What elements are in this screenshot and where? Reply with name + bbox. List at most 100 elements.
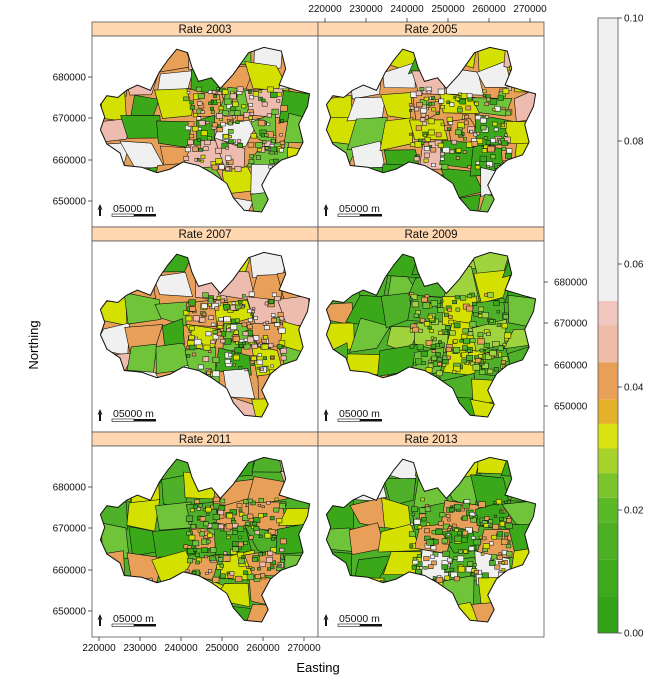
ward	[247, 498, 253, 503]
ward	[461, 515, 468, 521]
ward	[487, 146, 495, 153]
ward	[197, 529, 201, 533]
ward	[428, 129, 435, 136]
ward	[276, 92, 282, 97]
ward	[496, 555, 503, 560]
ward	[466, 93, 473, 99]
ward	[223, 551, 228, 555]
ward	[458, 549, 463, 554]
ward	[449, 567, 455, 572]
ward	[424, 506, 431, 512]
ward	[237, 300, 243, 304]
ward	[257, 120, 266, 127]
ward	[477, 332, 484, 337]
ward	[241, 104, 247, 109]
ward	[469, 338, 476, 343]
ward	[468, 328, 473, 332]
ward	[252, 307, 256, 311]
ward	[212, 513, 221, 521]
ward	[409, 544, 414, 548]
ward	[225, 523, 233, 530]
ward	[205, 507, 212, 513]
ward	[482, 89, 487, 94]
ward	[196, 158, 201, 162]
ward	[472, 364, 480, 371]
ward	[453, 576, 460, 582]
ward	[452, 370, 457, 374]
district	[349, 317, 391, 353]
ward	[497, 345, 504, 351]
ward	[463, 338, 470, 345]
ward	[188, 299, 196, 306]
ward	[247, 324, 253, 330]
ward	[186, 91, 191, 95]
y-tick-label: 650000	[53, 197, 87, 208]
ward	[270, 364, 274, 368]
ward	[479, 155, 487, 162]
ward	[413, 156, 420, 162]
ward	[202, 312, 207, 317]
ward	[257, 503, 262, 507]
ward	[475, 358, 482, 363]
ward	[227, 129, 234, 134]
ward	[505, 543, 512, 549]
district	[383, 478, 417, 507]
ward	[197, 127, 202, 131]
ward	[459, 98, 467, 105]
ward	[473, 312, 479, 317]
ward	[216, 296, 222, 300]
ward	[239, 343, 244, 348]
ward	[502, 343, 507, 347]
y-tick-label: 680000	[53, 483, 87, 494]
ward	[440, 105, 445, 110]
ward	[486, 331, 491, 336]
ward	[198, 147, 203, 152]
ward	[190, 524, 196, 529]
map-panel: Rate 2009 05000 m	[317, 226, 545, 433]
ward	[502, 88, 510, 94]
ward	[409, 109, 413, 112]
ward	[502, 314, 509, 320]
ward	[279, 140, 285, 145]
ward	[469, 129, 474, 134]
ward	[444, 331, 448, 335]
ward	[431, 96, 435, 100]
ward	[478, 354, 484, 359]
y-axis-title: Northing	[26, 320, 41, 369]
ward	[268, 529, 276, 535]
ward	[267, 567, 271, 571]
ward	[422, 139, 426, 142]
ward	[438, 340, 442, 344]
ward	[248, 159, 255, 164]
ward	[461, 358, 467, 364]
ward	[467, 561, 474, 567]
ward	[452, 300, 457, 305]
ward	[189, 105, 195, 110]
panel-title: Rate 2007	[178, 229, 231, 241]
ward	[213, 496, 220, 503]
ward	[250, 133, 257, 139]
ward	[252, 521, 258, 526]
panel-title: Rate 2003	[178, 24, 231, 36]
ward	[441, 564, 448, 570]
ward	[447, 518, 451, 522]
ward	[483, 136, 488, 140]
ward	[276, 99, 281, 103]
ward	[455, 97, 461, 102]
ward	[446, 116, 453, 122]
ward	[217, 509, 224, 516]
ward	[411, 565, 418, 570]
ward	[454, 295, 460, 300]
ward	[489, 319, 494, 323]
ward	[432, 576, 437, 580]
ward	[194, 499, 200, 504]
ward	[462, 328, 469, 334]
ward	[447, 307, 452, 312]
ward	[205, 331, 212, 337]
ward	[438, 520, 444, 526]
ward	[468, 546, 475, 551]
ward	[271, 537, 276, 541]
ward	[202, 292, 209, 298]
ward	[496, 531, 504, 537]
ward	[196, 86, 202, 92]
